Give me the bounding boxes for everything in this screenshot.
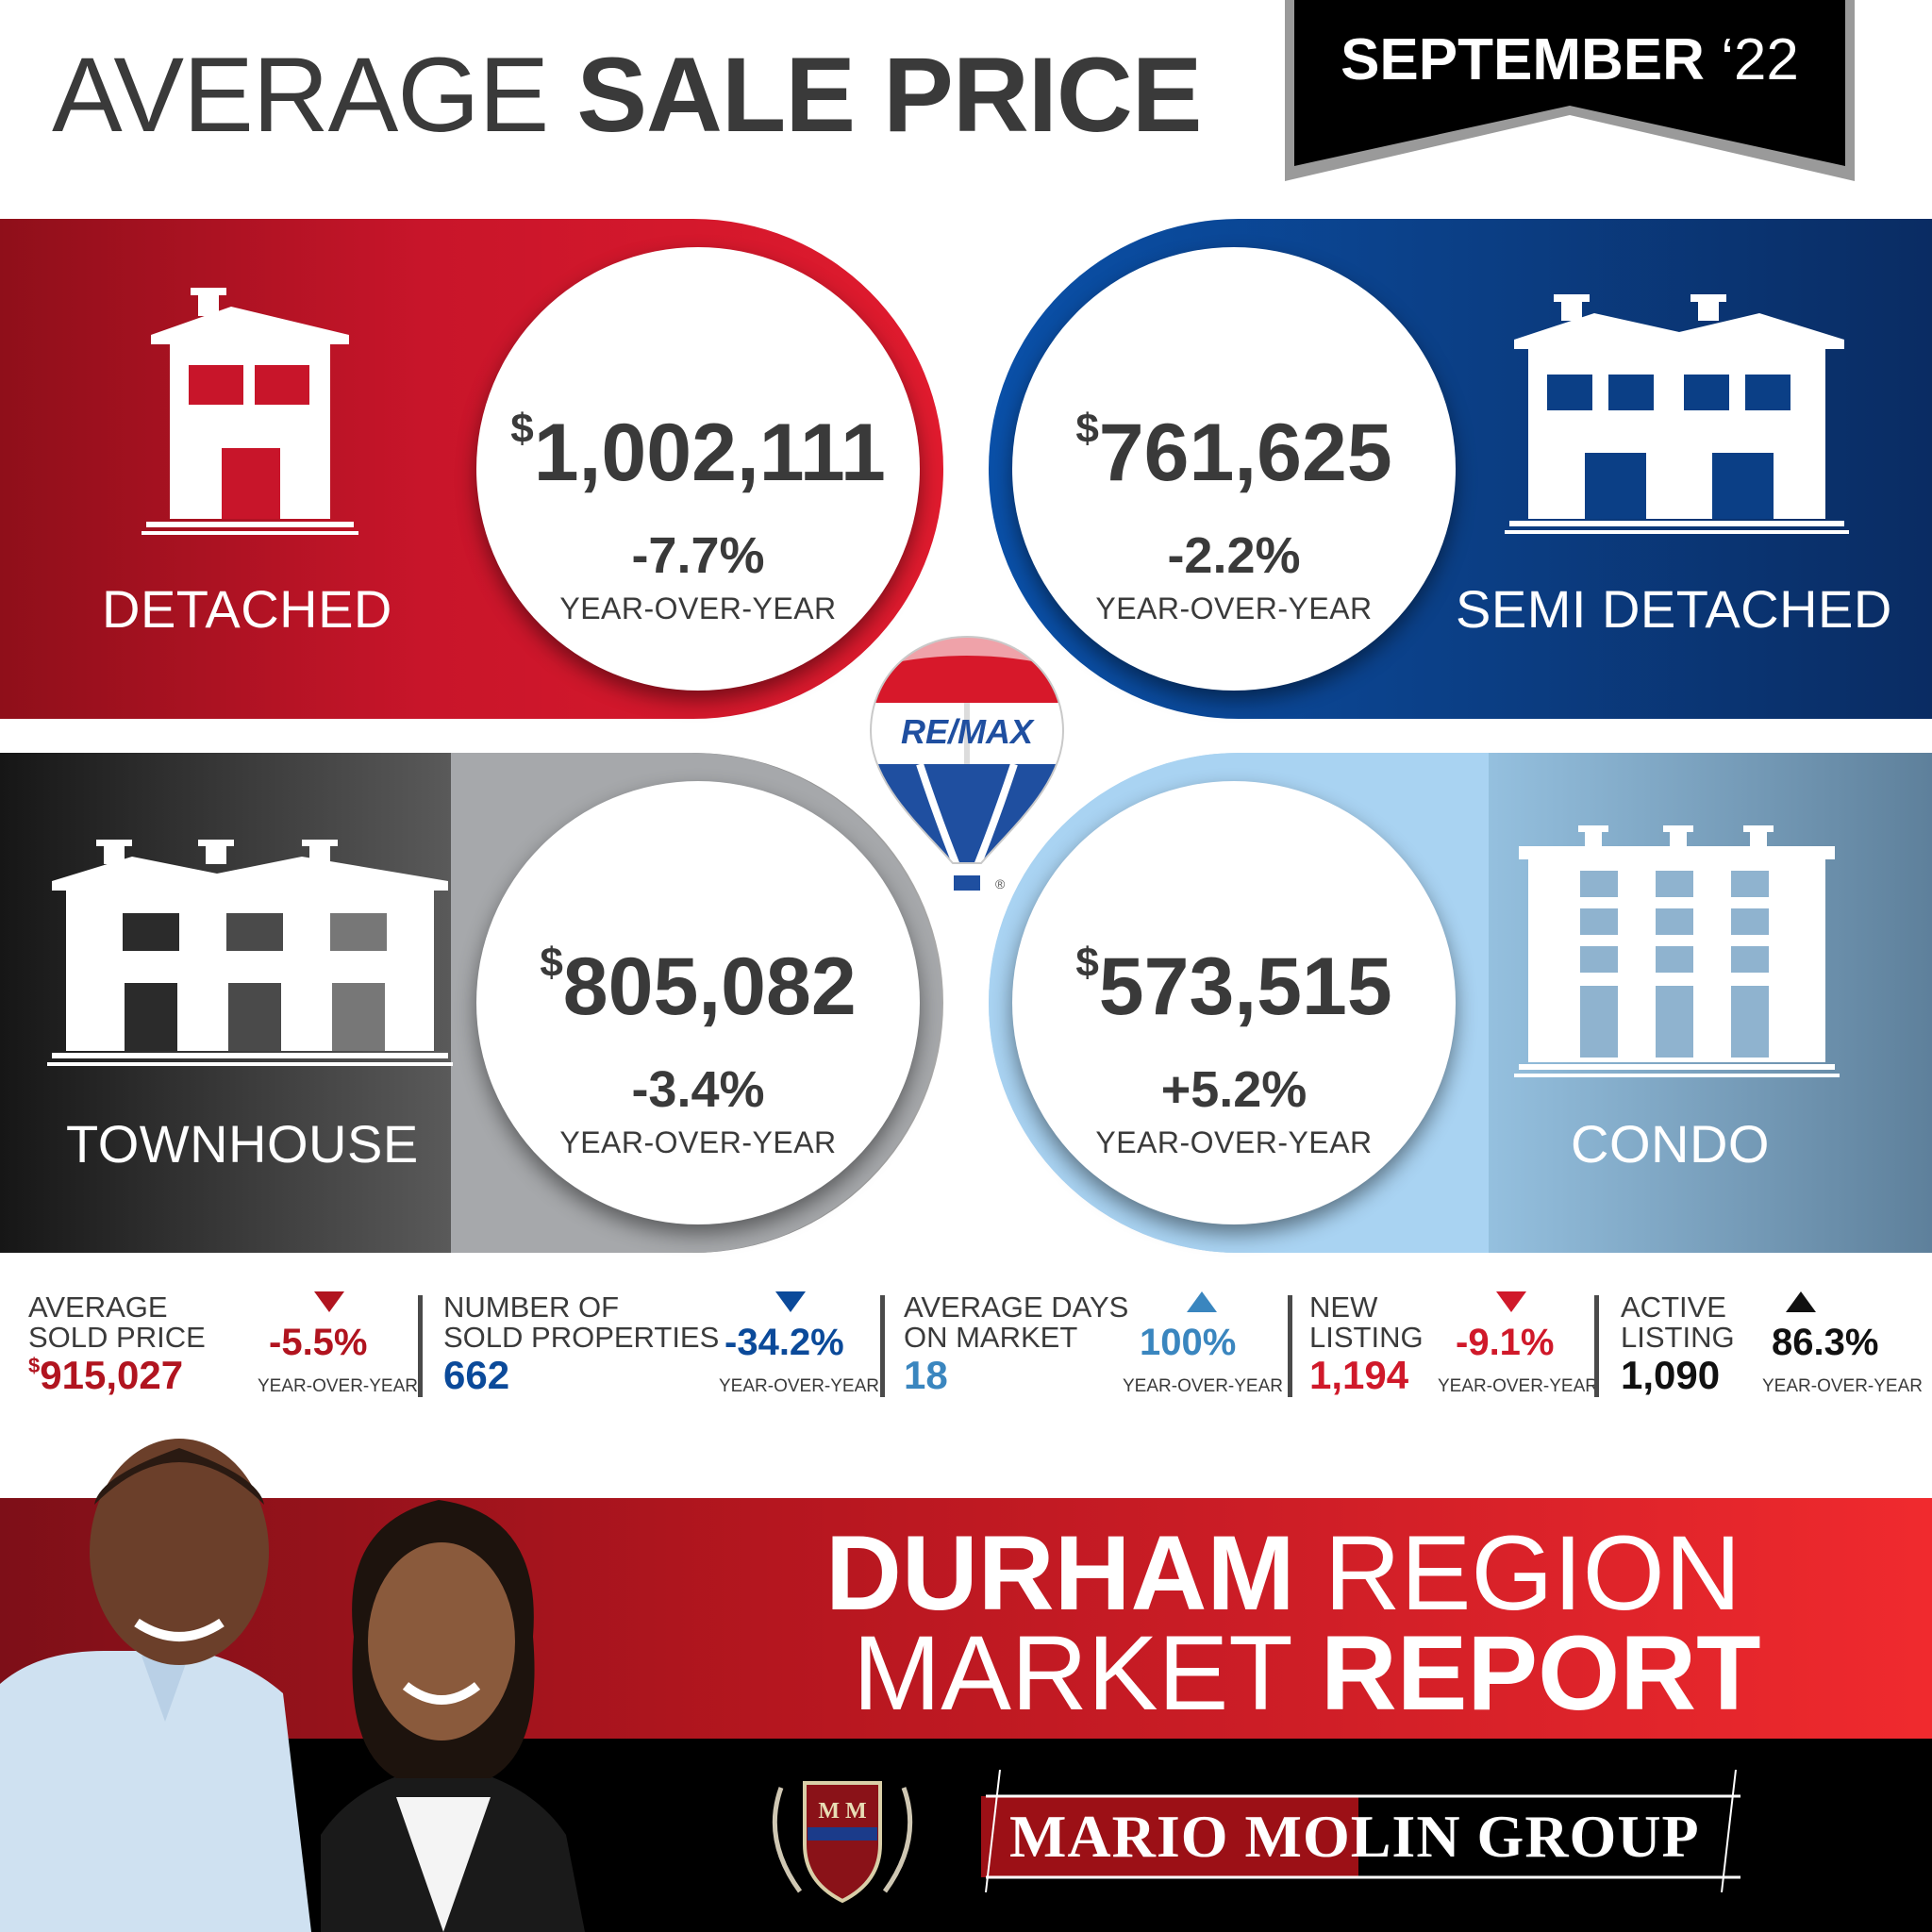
stat-change-label: YEAR-OVER-YEAR <box>258 1376 418 1396</box>
group-name: MARIO MOLIN GROUP <box>1009 1803 1700 1870</box>
month-label: SEPTEMBER <box>1341 27 1705 92</box>
group-name-plate: MARIO MOLIN GROUP <box>981 1770 1755 1892</box>
stat-change-label: YEAR-OVER-YEAR <box>1438 1376 1598 1396</box>
stats-row: AVERAGE SOLD PRICE $915,027 -5.5% YEAR-OV… <box>0 1288 1932 1410</box>
page-title: AVERAGE SALE PRICE <box>52 42 1202 148</box>
stat-new-listing: NEW LISTING 1,194 -9.1% YEAR-OVER-YEAR <box>1309 1288 1598 1410</box>
stats-divider <box>1594 1295 1599 1397</box>
stat-value: $915,027 <box>28 1353 184 1397</box>
semi-detached-price-circle: $761,625 -2.2% YEAR-OVER-YEAR <box>1012 247 1456 691</box>
detached-label: DETACHED <box>102 579 392 639</box>
stat-label-line2: SOLD PRICE <box>28 1321 206 1354</box>
semi-detached-price: $761,625 <box>1075 406 1392 498</box>
stat-change-label: YEAR-OVER-YEAR <box>1123 1376 1283 1396</box>
stat-label-line1: AVERAGE <box>28 1291 168 1324</box>
stat-value: 662 <box>443 1353 510 1397</box>
detached-price-circle: $1,002,111 -7.7% YEAR-OVER-YEAR <box>476 247 920 691</box>
stat-number-of-sold-properties: NUMBER OF SOLD PROPERTIES 662 -34.2% YEAR… <box>443 1288 879 1410</box>
condo-building-icon <box>1514 825 1840 1077</box>
semi-detached-label: SEMI DETACHED <box>1456 579 1892 639</box>
stat-label-line2: LISTING <box>1621 1321 1735 1354</box>
condo-change: +5.2% <box>1160 1061 1307 1118</box>
stat-label-line1: NUMBER OF <box>443 1291 619 1324</box>
stat-value: 1,194 <box>1309 1353 1409 1397</box>
stat-average-sold-price: AVERAGE SOLD PRICE $915,027 -5.5% YEAR-OV… <box>28 1288 418 1410</box>
stat-change: -34.2% <box>724 1322 844 1363</box>
townhouse-label: TOWNHOUSE <box>66 1114 419 1174</box>
stat-label-line1: AVERAGE DAYS <box>904 1291 1129 1324</box>
townhouse-icon <box>47 840 453 1066</box>
stat-label-line2: LISTING <box>1309 1321 1424 1354</box>
up-arrow-icon <box>1786 1291 1816 1312</box>
crest-letters: M M <box>818 1799 866 1824</box>
detached-house-icon <box>142 288 358 535</box>
up-arrow-icon <box>1187 1291 1217 1312</box>
stat-change: -5.5% <box>269 1322 368 1363</box>
stat-label-line2: ON MARKET <box>904 1321 1078 1354</box>
semi-detached-house-icon <box>1505 294 1849 534</box>
stat-average-days-on-market: AVERAGE DAYS ON MARKET 18 100% YEAR-OVER-… <box>904 1288 1283 1410</box>
stat-change-label: YEAR-OVER-YEAR <box>719 1376 879 1396</box>
townhouse-price: $805,082 <box>540 940 857 1032</box>
semi-detached-change: -2.2% <box>1167 527 1301 584</box>
stat-label-line1: ACTIVE <box>1621 1291 1726 1324</box>
stats-divider <box>1288 1295 1292 1397</box>
down-arrow-icon <box>314 1291 344 1312</box>
detached-change: -7.7% <box>631 527 765 584</box>
agents-photo <box>0 1439 585 1932</box>
condo-change-label: YEAR-OVER-YEAR <box>1095 1125 1373 1159</box>
month-badge: SEPTEMBER ‘22 <box>1285 0 1855 181</box>
group-crest-icon: M M <box>772 1781 913 1904</box>
stats-divider <box>418 1295 423 1397</box>
stat-value: 18 <box>904 1353 948 1397</box>
townhouse-price-circle: $805,082 -3.4% YEAR-OVER-YEAR <box>476 781 920 1224</box>
stat-change: 86.3% <box>1772 1322 1879 1363</box>
report-banner <box>0 1498 1932 1739</box>
detached-price: $1,002,111 <box>510 406 886 498</box>
remax-wordmark: RE/MAX <box>901 712 1035 751</box>
remax-balloon-logo: RE/MAX ® <box>869 635 1065 891</box>
year-label: ‘22 <box>1721 27 1799 92</box>
stat-change: -9.1% <box>1456 1322 1555 1363</box>
stat-value: 1,090 <box>1621 1353 1721 1397</box>
townhouse-change: -3.4% <box>631 1061 765 1118</box>
condo-price-circle: $573,515 +5.2% YEAR-OVER-YEAR <box>1012 781 1456 1224</box>
down-arrow-icon <box>1496 1291 1526 1312</box>
stats-divider <box>880 1295 885 1397</box>
stat-label-line2: SOLD PROPERTIES <box>443 1321 720 1354</box>
stat-change: 100% <box>1140 1322 1237 1363</box>
registered-mark: ® <box>995 876 1006 891</box>
stat-label-line1: NEW <box>1309 1291 1378 1324</box>
detached-change-label: YEAR-OVER-YEAR <box>559 591 837 625</box>
banner-line1: DURHAM REGION <box>825 1514 1741 1632</box>
banner-line2: MARKET REPORT <box>853 1614 1761 1732</box>
stat-active-listing: ACTIVE LISTING 1,090 86.3% YEAR-OVER-YEAR <box>1621 1288 1923 1410</box>
condo-price: $573,515 <box>1075 940 1392 1032</box>
stat-change-label: YEAR-OVER-YEAR <box>1762 1376 1923 1396</box>
title-bold: SALE PRICE <box>576 36 1202 154</box>
title-light: AVERAGE <box>52 36 549 154</box>
condo-label: CONDO <box>1571 1114 1770 1174</box>
townhouse-change-label: YEAR-OVER-YEAR <box>559 1125 837 1159</box>
semi-detached-change-label: YEAR-OVER-YEAR <box>1095 591 1373 625</box>
down-arrow-icon <box>775 1291 806 1312</box>
